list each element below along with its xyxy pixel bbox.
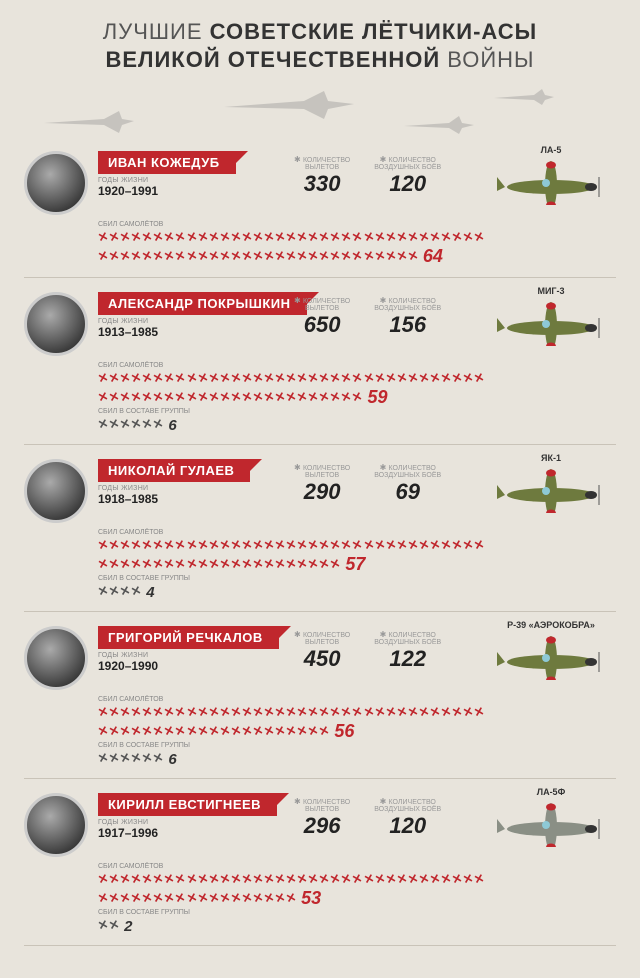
sorties-value: 450 [294, 646, 350, 672]
pilot-portrait [24, 626, 88, 690]
pilot-block: НИКОЛАЙ ГУЛАЕВ ГОДЫ ЖИЗНИ 1918–1985 КОЛИ… [24, 459, 616, 612]
aircraft-icon [486, 465, 616, 518]
solo-kills-label: СБИЛ САМОЛЁТОВ [98, 362, 486, 369]
sorties-label: КОЛИЧЕСТВОВЫЛЕТОВ [294, 155, 350, 171]
group-kills-count: 4 [146, 584, 154, 601]
pilot-portrait [24, 793, 88, 857]
sorties-value: 330 [294, 171, 350, 197]
aircraft-icon [486, 157, 616, 210]
solo-kills-viz: ✕✕✕✕✕✕✕✕✕✕✕✕✕✕✕✕✕✕✕✕✕✕✕✕✕✕✕✕✕✕✕✕✕✕✕✕✕✕✕✕… [98, 536, 486, 575]
solo-kills-count: 57 [345, 554, 365, 575]
solo-kills-count: 53 [301, 888, 321, 909]
group-kills-viz: ✕✕2 [98, 916, 486, 935]
battles-label: КОЛИЧЕСТВОВОЗДУШНЫХ БОЁВ [374, 630, 441, 646]
sorties-value: 296 [294, 813, 350, 839]
sorties-label: КОЛИЧЕСТВОВЫЛЕТОВ [294, 463, 350, 479]
battles-value: 120 [374, 813, 441, 839]
hero-planes-decoration [24, 81, 616, 151]
pilot-portrait [24, 151, 88, 215]
solo-kills-viz: ✕✕✕✕✕✕✕✕✕✕✕✕✕✕✕✕✕✕✕✕✕✕✕✕✕✕✕✕✕✕✕✕✕✕✕✕✕✕✕✕… [98, 228, 486, 267]
aircraft-icon [486, 632, 616, 685]
pilot-name-banner: АЛЕКСАНДР ПОКРЫШКИН [98, 292, 307, 315]
group-kills-label: СБИЛ В СОСТАВЕ ГРУППЫ [98, 408, 486, 415]
pilot-block: КИРИЛЛ ЕВСТИГНЕЕВ ГОДЫ ЖИЗНИ 1917–1996 К… [24, 793, 616, 946]
battles-label: КОЛИЧЕСТВОВОЗДУШНЫХ БОЁВ [374, 463, 441, 479]
sorties-label: КОЛИЧЕСТВОВЫЛЕТОВ [294, 797, 350, 813]
battles-value: 122 [374, 646, 441, 672]
group-kills-viz: ✕✕✕✕4 [98, 582, 486, 601]
pilot-name-banner: ГРИГОРИЙ РЕЧКАЛОВ [98, 626, 279, 649]
battles-value: 69 [374, 479, 441, 505]
aircraft-icon [486, 298, 616, 351]
sorties-label: КОЛИЧЕСТВОВЫЛЕТОВ [294, 296, 350, 312]
aircraft-icon [486, 799, 616, 852]
group-kills-count: 6 [168, 417, 176, 434]
aircraft-name: МИГ-3 [486, 286, 616, 296]
sorties-value: 290 [294, 479, 350, 505]
group-kills-label: СБИЛ В СОСТАВЕ ГРУППЫ [98, 909, 486, 916]
battles-label: КОЛИЧЕСТВОВОЗДУШНЫХ БОЁВ [374, 296, 441, 312]
battles-label: КОЛИЧЕСТВОВОЗДУШНЫХ БОЁВ [374, 155, 441, 171]
pilot-block: ГРИГОРИЙ РЕЧКАЛОВ ГОДЫ ЖИЗНИ 1920–1990 К… [24, 626, 616, 779]
aircraft-name: ЯК-1 [486, 453, 616, 463]
group-kills-label: СБИЛ В СОСТАВЕ ГРУППЫ [98, 575, 486, 582]
group-kills-viz: ✕✕✕✕✕✕6 [98, 415, 486, 434]
solo-kills-label: СБИЛ САМОЛЁТОВ [98, 221, 486, 228]
group-kills-label: СБИЛ В СОСТАВЕ ГРУППЫ [98, 742, 486, 749]
solo-kills-viz: ✕✕✕✕✕✕✕✕✕✕✕✕✕✕✕✕✕✕✕✕✕✕✕✕✕✕✕✕✕✕✕✕✕✕✕✕✕✕✕✕… [98, 870, 486, 909]
group-kills-viz: ✕✕✕✕✕✕6 [98, 749, 486, 768]
group-kills-count: 2 [124, 918, 132, 935]
pilot-block: ИВАН КОЖЕДУБ ГОДЫ ЖИЗНИ 1920–1991 КОЛИЧЕ… [24, 151, 616, 278]
solo-kills-label: СБИЛ САМОЛЁТОВ [98, 529, 486, 536]
solo-kills-label: СБИЛ САМОЛЁТОВ [98, 696, 486, 703]
solo-kills-viz: ✕✕✕✕✕✕✕✕✕✕✕✕✕✕✕✕✕✕✕✕✕✕✕✕✕✕✕✕✕✕✕✕✕✕✕✕✕✕✕✕… [98, 369, 486, 408]
pilot-name-banner: КИРИЛЛ ЕВСТИГНЕЕВ [98, 793, 277, 816]
sorties-label: КОЛИЧЕСТВОВЫЛЕТОВ [294, 630, 350, 646]
solo-kills-count: 64 [423, 246, 443, 267]
solo-kills-count: 56 [334, 721, 354, 742]
aircraft-name: ЛА-5Ф [486, 787, 616, 797]
battles-value: 156 [374, 312, 441, 338]
solo-kills-viz: ✕✕✕✕✕✕✕✕✕✕✕✕✕✕✕✕✕✕✕✕✕✕✕✕✕✕✕✕✕✕✕✕✕✕✕✕✕✕✕✕… [98, 703, 486, 742]
solo-kills-count: 59 [368, 387, 388, 408]
aircraft-name: ЛА-5 [486, 145, 616, 155]
aircraft-name: Р-39 «АЭРОКОБРА» [486, 620, 616, 630]
pilot-name-banner: НИКОЛАЙ ГУЛАЕВ [98, 459, 250, 482]
pilot-portrait [24, 292, 88, 356]
pilot-name-banner: ИВАН КОЖЕДУБ [98, 151, 236, 174]
pilot-portrait [24, 459, 88, 523]
solo-kills-label: СБИЛ САМОЛЁТОВ [98, 863, 486, 870]
sorties-value: 650 [294, 312, 350, 338]
main-title: ЛУЧШИЕ СОВЕТСКИЕ ЛЁТЧИКИ-АСЫ ВЕЛИКОЙ ОТЕ… [24, 18, 616, 73]
pilot-block: АЛЕКСАНДР ПОКРЫШКИН ГОДЫ ЖИЗНИ 1913–1985… [24, 292, 616, 445]
battles-value: 120 [374, 171, 441, 197]
battles-label: КОЛИЧЕСТВОВОЗДУШНЫХ БОЁВ [374, 797, 441, 813]
group-kills-count: 6 [168, 751, 176, 768]
